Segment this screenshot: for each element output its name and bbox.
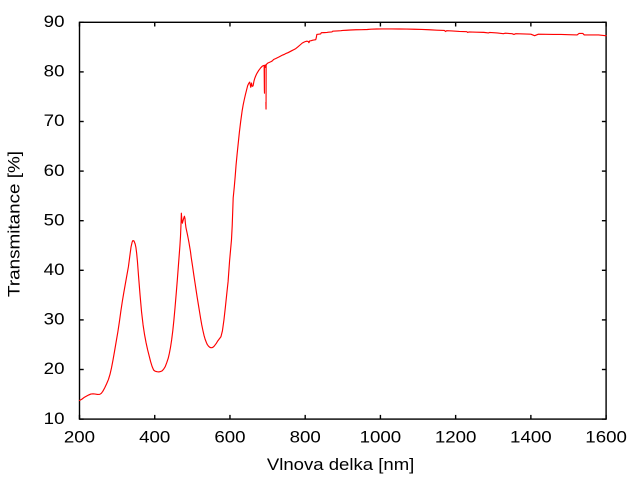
svg-text:50: 50	[44, 210, 65, 229]
svg-text:600: 600	[214, 428, 245, 447]
svg-text:30: 30	[44, 310, 65, 329]
svg-text:1400: 1400	[510, 428, 552, 447]
svg-text:40: 40	[44, 260, 65, 279]
svg-text:800: 800	[290, 428, 321, 447]
svg-text:200: 200	[64, 428, 95, 447]
svg-text:60: 60	[44, 161, 65, 180]
svg-text:Vlnova delka [nm]: Vlnova delka [nm]	[267, 455, 415, 474]
svg-text:1200: 1200	[435, 428, 477, 447]
svg-text:10: 10	[44, 409, 65, 428]
svg-text:90: 90	[44, 12, 65, 31]
svg-text:80: 80	[44, 62, 65, 81]
svg-text:1600: 1600	[585, 428, 627, 447]
svg-text:400: 400	[139, 428, 170, 447]
svg-text:1000: 1000	[360, 428, 402, 447]
svg-text:20: 20	[44, 359, 65, 378]
svg-text:70: 70	[44, 111, 65, 130]
svg-text:Transmitance [%]: Transmitance [%]	[5, 151, 24, 297]
